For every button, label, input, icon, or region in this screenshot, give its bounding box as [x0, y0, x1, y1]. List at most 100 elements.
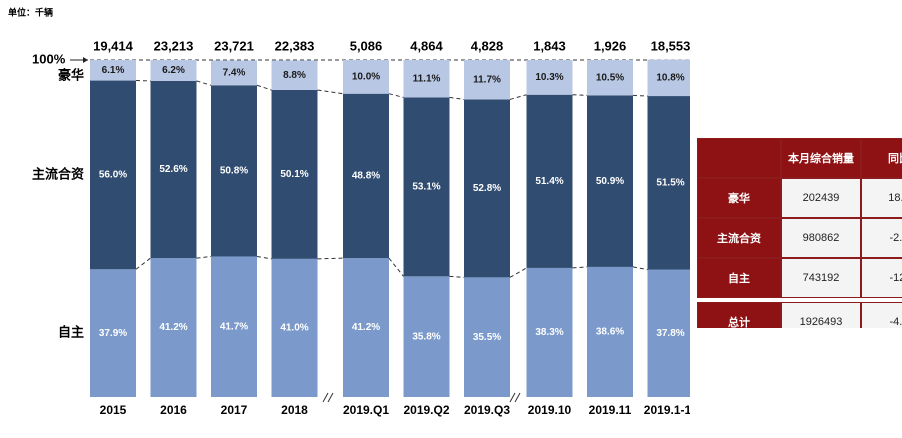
- value-label: 35.5%: [473, 332, 501, 343]
- x-tick-label: 2018: [281, 403, 308, 417]
- value-label: 51.4%: [535, 176, 563, 187]
- x-tick-label: 2017: [221, 403, 248, 417]
- total-label: 4,864: [410, 38, 443, 53]
- row-label: 主流合资: [697, 218, 781, 258]
- value-label: 11.1%: [413, 73, 441, 84]
- bar-segment: [343, 93, 389, 259]
- cell: 1926493: [781, 302, 861, 328]
- x-tick-label: 2019.Q1: [343, 403, 389, 417]
- value-label: 38.3%: [535, 327, 563, 338]
- bar-segment: [403, 60, 450, 98]
- connector: [509, 267, 527, 278]
- total-label: 4,828: [471, 38, 504, 53]
- unit-note: 单位：千辆: [8, 6, 53, 17]
- chart: 单位：千辆 100% 37.9% 56.0% 6.1% 19,414 2015 41.2% 5…: [8, 6, 690, 417]
- bar-segment: [343, 60, 389, 94]
- connector: [572, 266, 588, 269]
- connector: [135, 257, 151, 270]
- cell: 743192: [781, 258, 861, 298]
- bar-segment: [150, 258, 197, 397]
- bar-segment: [464, 277, 510, 397]
- bar-segment: [211, 85, 257, 257]
- value-label: 37.9%: [99, 328, 127, 339]
- value-label: 56.0%: [99, 170, 127, 181]
- bar-segment: [526, 267, 573, 397]
- value-label: 7.4%: [223, 67, 246, 78]
- value-label: 11.7%: [473, 74, 501, 85]
- bar-segment: [587, 60, 633, 96]
- bar-segment: [271, 89, 318, 259]
- connector: [509, 94, 527, 100]
- x-tick-label: 2019.11: [589, 403, 632, 417]
- bar-segment: [464, 60, 510, 100]
- bar-segment: [150, 80, 197, 259]
- total-label: 23,721: [214, 38, 254, 53]
- y-tick-label: 100%: [32, 51, 66, 66]
- connector: [196, 80, 212, 86]
- total-label: 19,414: [93, 38, 134, 53]
- total-label: 23,213: [154, 38, 194, 53]
- row-label: 总计: [697, 302, 781, 328]
- value-label: 51.5%: [656, 177, 684, 188]
- total-label: 1,843: [533, 38, 566, 53]
- bar-segment: [587, 266, 633, 397]
- legend-label: 自主: [58, 325, 84, 340]
- connector: [317, 257, 344, 260]
- connector: [632, 266, 648, 271]
- axis-break: [322, 392, 521, 403]
- total-label: 22,383: [275, 38, 315, 53]
- value-label: 41.2%: [352, 322, 380, 333]
- value-label: 41.2%: [159, 322, 187, 333]
- value-label: 6.1%: [102, 65, 125, 76]
- tick-arrowhead: [83, 57, 88, 63]
- value-label: 10.0%: [352, 71, 380, 82]
- value-label: 52.6%: [159, 164, 187, 175]
- value-label: 53.1%: [412, 182, 440, 193]
- bar-segment: [150, 60, 197, 81]
- cell: 202439: [781, 178, 861, 218]
- connector: [317, 89, 344, 95]
- cell: -2.3: [861, 218, 902, 258]
- bar-segment: [403, 97, 450, 277]
- value-label: 37.8%: [656, 328, 684, 339]
- x-tick-label: 2019.10: [528, 403, 572, 417]
- connector: [449, 275, 465, 278]
- cell: 18.0: [861, 178, 902, 218]
- total-label: 18,553: [651, 38, 690, 53]
- cell: 980862: [781, 218, 861, 258]
- connector: [256, 84, 272, 91]
- table-header: 本月综合销量: [781, 138, 861, 178]
- connector: [196, 255, 212, 259]
- value-label: 50.8%: [220, 166, 248, 177]
- cell: -4.6: [861, 302, 902, 328]
- connector: [388, 257, 404, 277]
- value-label: 38.6%: [596, 327, 624, 338]
- bar-segment: [271, 60, 318, 90]
- bar-segment: [90, 60, 136, 81]
- legend-label: 主流合资: [32, 166, 84, 181]
- bar-segment: [211, 60, 257, 86]
- value-label: 6.2%: [162, 65, 185, 76]
- table-header: 同比: [861, 138, 902, 178]
- value-label: 10.5%: [596, 72, 624, 83]
- x-tick-label: 2019.1-11: [644, 403, 690, 417]
- bar-segment: [647, 96, 690, 270]
- bar-segment: [343, 258, 389, 397]
- connector: [256, 255, 272, 260]
- x-tick-label: 2019.Q2: [403, 403, 449, 417]
- x-tick-label: 2019.Q3: [464, 403, 510, 417]
- value-label: 8.8%: [283, 70, 306, 81]
- x-tick-label: 2016: [160, 403, 187, 417]
- value-label: 50.1%: [280, 169, 308, 180]
- value-label: 41.0%: [280, 323, 308, 334]
- value-label: 50.9%: [596, 176, 624, 187]
- value-label: 10.8%: [656, 73, 684, 84]
- value-label: 10.3%: [535, 72, 563, 83]
- cell: -12.: [861, 258, 902, 298]
- row-label: 自主: [697, 258, 781, 298]
- row-label: 豪华: [697, 178, 781, 218]
- bar-segment: [647, 269, 690, 397]
- bar-segment: [271, 258, 318, 397]
- connector: [572, 94, 588, 96]
